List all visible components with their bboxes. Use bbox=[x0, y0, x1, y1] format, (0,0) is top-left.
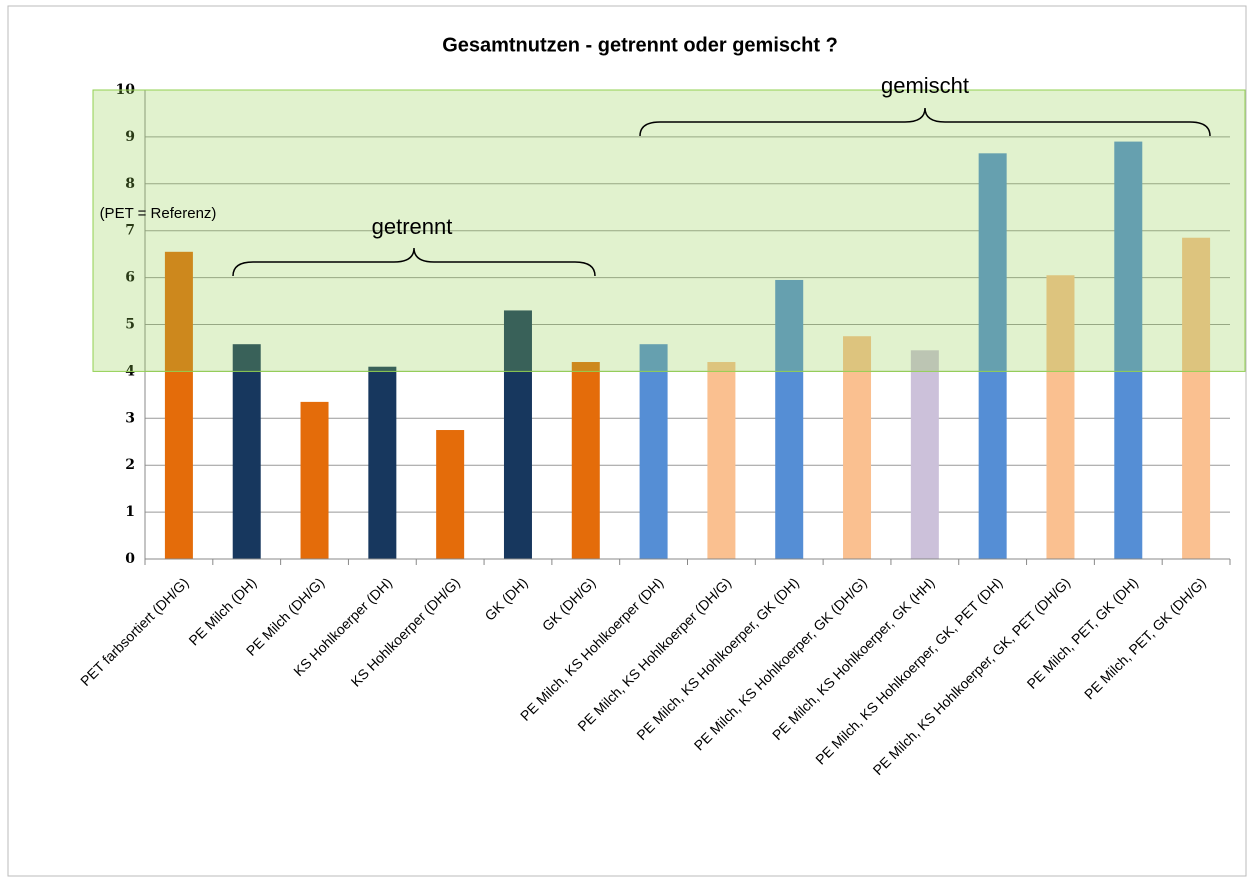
bar bbox=[1114, 141, 1143, 559]
bar bbox=[1182, 237, 1211, 560]
bar bbox=[707, 362, 736, 559]
bar bbox=[300, 401, 329, 559]
y-tick-label: 2 bbox=[125, 457, 135, 473]
bar bbox=[978, 153, 1007, 559]
annotation: getrennt bbox=[372, 214, 453, 239]
y-tick-label: 3 bbox=[125, 410, 135, 426]
chart-title: Gesamtnutzen - getrennt oder gemischt ? bbox=[442, 34, 838, 56]
y-tick-label: 7 bbox=[125, 223, 135, 239]
bar bbox=[775, 279, 804, 559]
y-tick-label: 0 bbox=[125, 551, 135, 567]
y-tick-label: 9 bbox=[125, 129, 135, 145]
bar bbox=[503, 310, 532, 559]
bar bbox=[639, 344, 668, 559]
bar bbox=[1046, 275, 1075, 559]
annotation: (PET = Referenz) bbox=[100, 205, 217, 222]
annotation: gemischt bbox=[881, 73, 969, 98]
brace bbox=[232, 247, 596, 277]
bar bbox=[436, 430, 465, 559]
y-tick-label: 5 bbox=[125, 317, 135, 333]
bar bbox=[571, 362, 600, 559]
bar bbox=[843, 336, 872, 559]
brace bbox=[639, 107, 1211, 137]
bar bbox=[910, 350, 939, 559]
bar bbox=[232, 344, 261, 559]
chart-border bbox=[7, 5, 1247, 877]
bar bbox=[164, 251, 193, 559]
y-tick-label: 6 bbox=[125, 270, 135, 286]
y-tick-label: 8 bbox=[125, 176, 135, 192]
y-tick-label: 1 bbox=[125, 504, 135, 520]
bar bbox=[368, 366, 397, 559]
highlight-band bbox=[92, 89, 1246, 372]
